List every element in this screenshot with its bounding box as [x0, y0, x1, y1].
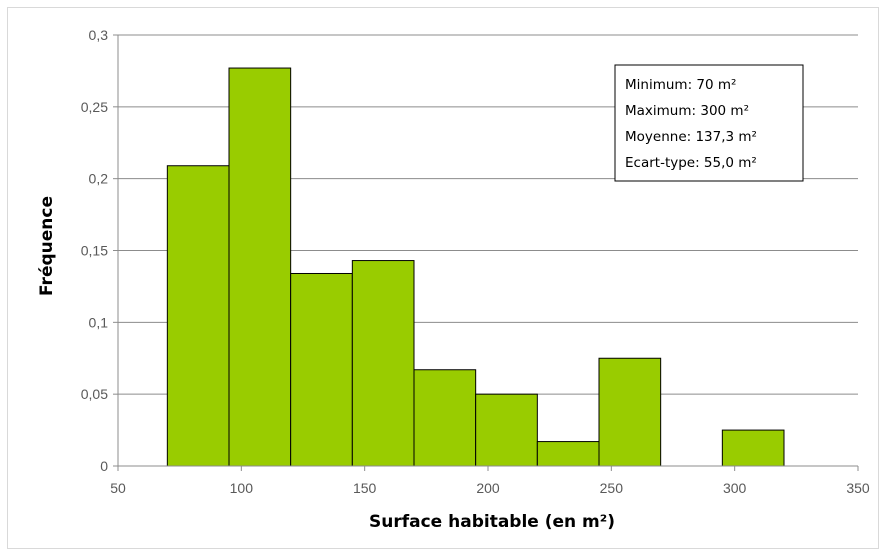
x-tick-label: 150 [353, 480, 377, 496]
y-axis-title: Fréquence [37, 196, 57, 296]
histogram-bar [413, 369, 477, 467]
stats-minimum: Minimum: 70 m² [625, 77, 736, 93]
histogram-bar [351, 260, 415, 467]
x-tick-label: 300 [723, 480, 747, 496]
x-tick-label: 50 [110, 480, 126, 496]
y-tick-label: 0,05 [81, 386, 108, 402]
y-tick-label: 0,1 [89, 314, 109, 330]
histogram-bar [536, 441, 600, 467]
stats-box: Minimum: 70 m² Maximum: 300 m² Moyenne: … [614, 64, 804, 182]
histogram-bar [228, 67, 292, 467]
stats-stddev: Ecart-type: 55,0 m² [625, 155, 757, 171]
stats-box-border [614, 64, 804, 182]
stats-mean: Moyenne: 137,3 m² [625, 129, 757, 145]
stats-maximum: Maximum: 300 m² [625, 103, 749, 119]
histogram-bar [598, 357, 662, 467]
axes: 0 0,05 0,1 0,15 0,2 0,25 0,3 50 100 150 200 250 300 3… [81, 27, 870, 496]
x-axis-title: Surface habitable (en m²) [369, 512, 615, 532]
y-tick-label: 0 [100, 458, 108, 474]
histogram-bar [290, 272, 353, 467]
x-tick-label: 100 [230, 480, 254, 496]
histogram-bars [166, 67, 785, 467]
y-tick-label: 0,2 [89, 171, 109, 187]
x-tick-label: 350 [846, 480, 870, 496]
histogram-bar [166, 165, 230, 467]
y-tick-label: 0,15 [81, 243, 108, 259]
x-tick-label: 250 [600, 480, 624, 496]
x-tick-label: 200 [476, 480, 500, 496]
histogram-bar [721, 429, 785, 467]
histogram-bar [475, 393, 538, 467]
y-tick-label: 0,3 [89, 27, 109, 43]
y-tick-label: 0,25 [81, 99, 108, 115]
